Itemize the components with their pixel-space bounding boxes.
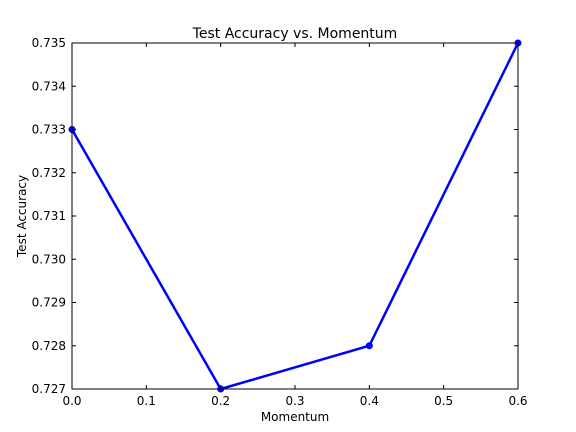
x-tick-label: 0.3: [285, 394, 304, 408]
x-tick-label: 0.2: [211, 394, 230, 408]
x-tick-label: 0.1: [137, 394, 156, 408]
y-tick-label: 0.727: [32, 382, 66, 396]
x-axis-label: Momentum: [261, 410, 329, 424]
y-tick-label: 0.734: [32, 79, 66, 93]
y-tick-label: 0.731: [32, 209, 66, 223]
y-tick-label: 0.732: [32, 166, 66, 180]
y-axis-label: Test Accuracy: [15, 175, 29, 258]
y-tick-label: 0.735: [32, 36, 66, 50]
data-point-2: [366, 343, 372, 349]
y-tick-label: 0.728: [32, 339, 66, 353]
x-tick-label: 0.0: [62, 394, 81, 408]
x-tick-label: 0.6: [508, 394, 527, 408]
x-tick-label: 0.4: [360, 394, 379, 408]
y-tick-label: 0.730: [32, 252, 66, 266]
y-tick-label: 0.729: [32, 296, 66, 310]
chart-title: Test Accuracy vs. Momentum: [192, 26, 398, 42]
y-tick-label: 0.733: [32, 123, 66, 137]
x-tick-label: 0.5: [434, 394, 453, 408]
